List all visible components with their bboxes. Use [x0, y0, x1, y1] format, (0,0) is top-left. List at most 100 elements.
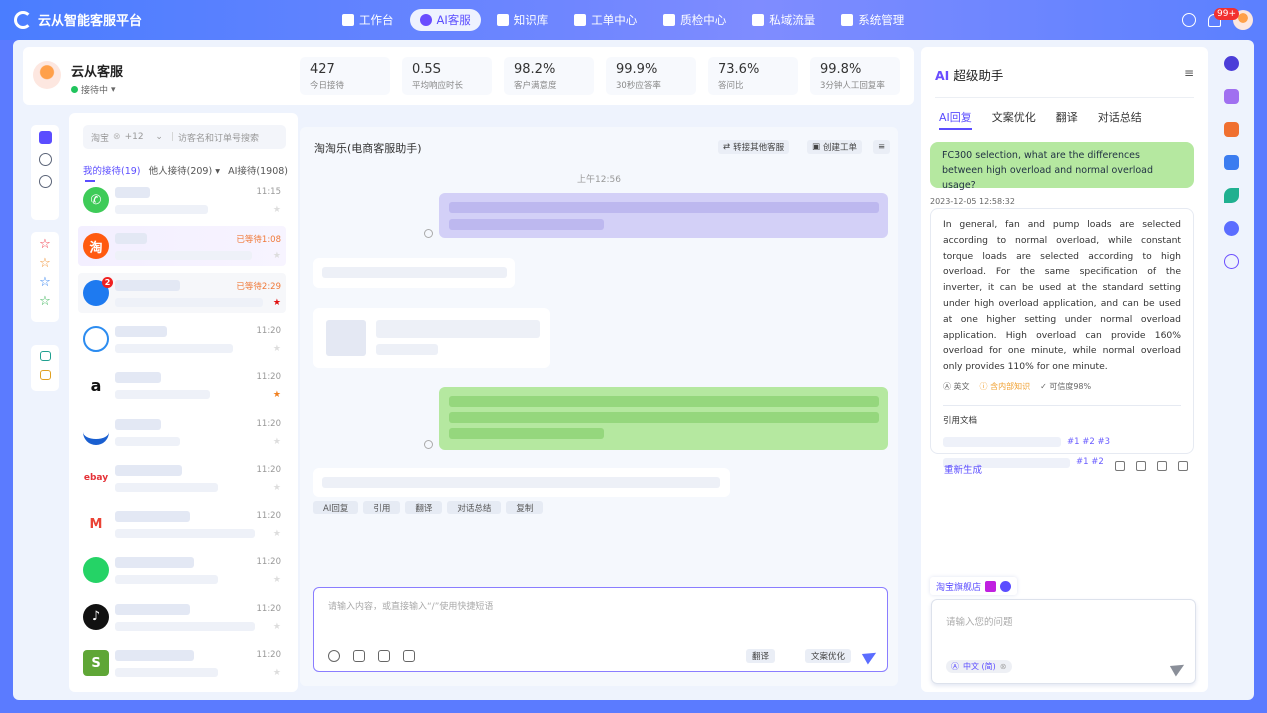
conversation-item[interactable]: ♪ 11:20 ★: [78, 597, 286, 637]
assistant-tab[interactable]: 对话总结: [1097, 111, 1142, 124]
star-icon[interactable]: ★: [272, 251, 281, 262]
conversation-item[interactable]: S 11:20 ★: [78, 643, 286, 683]
conversation-item[interactable]: a 11:20 ★: [78, 365, 286, 405]
ref-links[interactable]: #1 #2 #3: [1067, 436, 1110, 447]
platform-filter[interactable]: 淘宝: [91, 133, 110, 144]
star-icon[interactable]: ★: [272, 482, 281, 493]
message-action-button[interactable]: 对话总结: [447, 501, 502, 514]
robot-icon[interactable]: [1223, 56, 1239, 71]
star-green-icon[interactable]: ☆: [39, 294, 51, 309]
menu-icon: ≡: [878, 142, 886, 152]
conversation-item[interactable]: 2 已等待2:29 ★: [78, 272, 286, 313]
nav-item[interactable]: 系统管理: [831, 9, 914, 31]
clock-icon[interactable]: [38, 175, 52, 188]
optimize-button[interactable]: 文案优化: [804, 649, 851, 663]
assistant-tab[interactable]: 翻译: [1055, 111, 1078, 124]
transfer-button[interactable]: ⇄ 转接其他客服: [718, 140, 790, 154]
conversation-item[interactable]: 11:20 ★: [78, 319, 286, 359]
assistant-tab[interactable]: AI回复: [939, 111, 972, 130]
tab-ai-reception[interactable]: AI接待(1908): [228, 166, 288, 177]
assistant-input[interactable]: 请输入您的问题 Ⓐ 中文 (简) ⊗: [931, 599, 1196, 684]
message-action-button[interactable]: AI回复: [313, 501, 359, 514]
star-icon[interactable]: ★: [272, 436, 281, 447]
message-action-button[interactable]: 引用: [363, 501, 401, 514]
star-red-icon[interactable]: ☆: [39, 237, 51, 252]
message-action-button[interactable]: 翻译: [405, 501, 443, 514]
status-dot-icon: [71, 86, 78, 93]
nav-item[interactable]: AI客服: [409, 9, 481, 31]
search-bar[interactable]: 淘宝 ⊗ +12 ⌄ | 访客名和订单号搜索: [83, 125, 286, 149]
assistant-tab[interactable]: 文案优化: [991, 111, 1036, 124]
assistant-input-placeholder: 请输入您的问题: [946, 617, 1013, 628]
bell-icon[interactable]: 99+: [1208, 7, 1239, 27]
star-blue-icon[interactable]: ☆: [39, 275, 51, 290]
ref-links[interactable]: #1 #2: [1076, 457, 1104, 468]
contact-icon[interactable]: [1223, 89, 1239, 104]
file-upload-icon[interactable]: [378, 650, 390, 662]
chat-panel: 淘淘乐(电商客服助手) ⇄ 转接其他客服 ▣ 创建工单 ≡ 上午12:56 AI回复…: [300, 127, 898, 686]
calendar-icon[interactable]: [1223, 122, 1239, 137]
star-icon[interactable]: ★: [272, 343, 281, 354]
leaf-icon[interactable]: [1223, 188, 1239, 203]
create-ticket-button[interactable]: ▣ 创建工单: [807, 140, 863, 154]
thumbs-up-icon[interactable]: [1115, 461, 1125, 471]
user-circle-icon[interactable]: [1223, 221, 1239, 236]
send-icon[interactable]: [1169, 659, 1188, 677]
thumbs-down-icon[interactable]: [1136, 461, 1146, 471]
image-icon[interactable]: [353, 650, 365, 662]
more-menu-button[interactable]: ≡: [873, 140, 891, 154]
message-input[interactable]: 请输入内容，或直接输入“/”使用快捷短语 翻译 文案优化: [313, 587, 888, 672]
conversation-item[interactable]: ebay 11:20 ★: [78, 458, 286, 498]
conversation-time: 11:20: [256, 464, 282, 475]
star-icon[interactable]: ★: [272, 390, 281, 401]
nav-item[interactable]: 工单中心: [564, 9, 647, 31]
left-rail-top: [31, 125, 59, 220]
chat-list-icon[interactable]: [38, 131, 52, 144]
star-icon[interactable]: ★: [272, 297, 281, 308]
regenerate-button[interactable]: 重新生成: [944, 465, 983, 476]
copy-icon[interactable]: [1157, 461, 1167, 471]
unread-badge: 2: [102, 276, 113, 288]
translate-button[interactable]: 翻译: [745, 649, 775, 663]
conversation-item[interactable]: 淘 已等待1:08 ★: [78, 226, 286, 267]
clear-icon[interactable]: ⊗: [113, 132, 121, 142]
users-icon[interactable]: [38, 153, 52, 166]
conversation-item[interactable]: M 11:20 ★: [78, 504, 286, 544]
tab-others-reception[interactable]: 他人接待(209) ▾: [148, 166, 220, 177]
nav-item[interactable]: 工作台: [332, 9, 404, 31]
emoji-icon[interactable]: [328, 650, 340, 662]
nav-item[interactable]: 知识库: [487, 9, 559, 31]
conversation-list: 淘宝 ⊗ +12 ⌄ | 访客名和订单号搜索 我的接待(19) 他人接待(209) ▾…: [69, 113, 298, 692]
star-icon[interactable]: ★: [272, 529, 281, 540]
conversation-item[interactable]: ✆ 11:15 ★: [78, 180, 286, 220]
star-icon[interactable]: ★: [272, 668, 281, 678]
shop-selector[interactable]: 淘宝旗舰店: [930, 577, 1018, 595]
stats-card: 云从客服 接待中 ▾ 427 今日接待 0.5S 平均响应时长 98.2% 客户满意度 99.…: [23, 47, 914, 105]
star-icon[interactable]: ★: [272, 205, 281, 215]
search-input[interactable]: 访客名和订单号搜索: [178, 133, 260, 144]
insert-icon[interactable]: [1178, 461, 1188, 471]
send-icon[interactable]: [861, 647, 880, 665]
star-icon[interactable]: ★: [272, 575, 281, 586]
status-label: 接待中: [81, 86, 109, 96]
user-question: FC300 selection, what are the difference…: [930, 142, 1194, 191]
message-action-button[interactable]: 复制: [506, 501, 544, 514]
chevron-down-icon[interactable]: ⌄: [155, 132, 163, 142]
language-chip[interactable]: Ⓐ 中文 (简) ⊗: [946, 660, 1012, 673]
nav-item[interactable]: 质检中心: [653, 9, 736, 31]
book-icon: [496, 14, 509, 26]
quick-phrase-icon[interactable]: [403, 650, 415, 662]
tab-my-reception[interactable]: 我的接待(19): [83, 163, 141, 182]
globe-icon[interactable]: [1182, 13, 1196, 27]
star-orange-icon[interactable]: ☆: [39, 256, 51, 271]
wallet-icon[interactable]: [39, 370, 51, 380]
nav-item[interactable]: 私域流量: [742, 9, 825, 31]
collapse-icon[interactable]: ≡: [1183, 66, 1194, 80]
conversation-item[interactable]: 11:20 ★: [78, 412, 286, 452]
add-icon[interactable]: [1223, 254, 1239, 269]
status-dropdown[interactable]: 接待中 ▾: [71, 83, 123, 96]
briefcase-icon[interactable]: [39, 351, 51, 361]
star-icon[interactable]: ★: [272, 621, 281, 632]
clipboard-icon[interactable]: [1223, 155, 1239, 170]
conversation-item[interactable]: 11:20 ★: [78, 550, 286, 590]
